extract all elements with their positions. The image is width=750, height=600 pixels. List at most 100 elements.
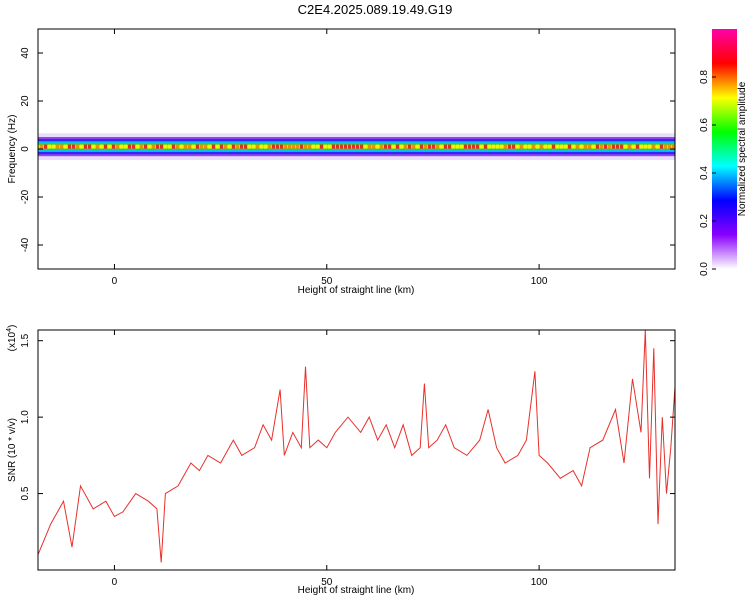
spectrogram-cell <box>72 144 75 149</box>
colorbar-tick-label: 0.4 <box>699 166 710 180</box>
spectrogram-cell <box>424 144 427 149</box>
spectrogram-cell <box>412 144 415 149</box>
spectrogram-cell <box>284 144 287 149</box>
spectrogram-cell <box>80 144 83 149</box>
spectrogram-cell <box>464 144 467 149</box>
spectrogram-cell <box>400 144 403 149</box>
spectrogram-cell <box>444 144 447 149</box>
spectrogram-cell <box>360 144 363 149</box>
spectrogram-cell <box>260 144 263 149</box>
spectrogram-cell <box>624 144 627 149</box>
spectrogram-cell <box>456 144 459 149</box>
spectrogram-cell <box>436 144 439 149</box>
spectrogram-cell <box>112 144 115 149</box>
colorbar-gradient <box>712 29 737 269</box>
snr-y-axis: 0.5 1.0 1.5 <box>20 333 675 501</box>
spectrogram-cell <box>224 144 227 149</box>
snr-series-line <box>38 330 675 563</box>
spectrogram-cell <box>344 144 347 149</box>
spectrogram-cell <box>532 144 535 149</box>
spectrogram-cell <box>588 144 591 149</box>
spectrogram-cell <box>380 144 383 149</box>
spectrogram-cell <box>208 144 211 149</box>
spectrogram-cell <box>40 144 43 149</box>
spectrogram-cell <box>188 144 191 149</box>
spectrogram-cell <box>460 144 463 149</box>
spectrogram-cell <box>280 144 283 149</box>
spectrogram-cell <box>652 144 655 149</box>
spectrogram-cell <box>392 144 395 149</box>
spectrogram-cell <box>168 144 171 149</box>
spectrogram-cell <box>300 144 303 149</box>
spectrogram-cell <box>520 144 523 149</box>
spectrogram-cell <box>584 144 587 149</box>
spectrogram-cell <box>336 144 339 149</box>
spectrogram-cell <box>664 144 667 149</box>
spectrogram-cell <box>292 144 295 149</box>
spectrogram-cell <box>580 144 583 149</box>
spectrogram-cell <box>488 144 491 149</box>
spectrogram-cell <box>96 144 99 149</box>
spectrogram-cell <box>228 144 231 149</box>
spectrogram-cell <box>668 144 671 149</box>
spectrogram-cell <box>608 144 611 149</box>
spectrogram-cell <box>160 144 163 149</box>
spectrogram-cell <box>524 144 527 149</box>
spectrogram-cell <box>68 144 71 149</box>
spectrogram-cell <box>88 144 91 149</box>
spectrogram-cell <box>516 144 519 149</box>
spectrogram-cell <box>144 144 147 149</box>
spectrogram-cell <box>372 144 375 149</box>
spectrogram-cell <box>172 144 175 149</box>
spectrogram-cell <box>200 144 203 149</box>
y-tick-label: -20 <box>20 189 31 204</box>
spectrogram-cell <box>440 144 443 149</box>
snr-x-label: Height of straight line (km) <box>298 585 415 596</box>
spectrogram-cell <box>500 144 503 149</box>
colorbar-tick-label: 0.2 <box>699 214 710 228</box>
spectrogram-cell <box>384 144 387 149</box>
spectrogram-cell <box>216 144 219 149</box>
spectrogram-cell <box>492 144 495 149</box>
y-tick-label: 1.0 <box>20 410 31 424</box>
spectrogram-cell <box>356 144 359 149</box>
spectrogram-panel: 0 50 100 -40 -20 0 20 40 Height of straight li… <box>7 28 676 296</box>
spectrogram-cell <box>64 144 67 149</box>
colorbar-label: Normalized spectral amplitude <box>737 81 748 216</box>
spectrogram-cell <box>120 144 123 149</box>
spectrogram-cell <box>640 144 643 149</box>
spectrogram-cell <box>612 144 615 149</box>
spectrogram-cell <box>312 144 315 149</box>
spectrogram-cell <box>472 144 475 149</box>
snr-panel: 0 50 100 0.5 1.0 1.5 Height of straight line… <box>6 325 676 596</box>
spectrogram-cell <box>568 144 571 149</box>
spectrogram-cell <box>272 144 275 149</box>
spectrogram-cell <box>620 144 623 149</box>
spectrogram-cell <box>136 144 139 149</box>
spectrogram-cell <box>288 144 291 149</box>
x-tick-label: 0 <box>112 276 118 287</box>
spectrogram-cell <box>100 144 103 149</box>
spectrogram-cell <box>368 144 371 149</box>
spectrogram-cell <box>104 144 107 149</box>
snr-y-label: SNR (10 * v/v) <box>7 418 18 482</box>
spectrogram-cell <box>600 144 603 149</box>
spectrogram-cell <box>528 144 531 149</box>
y-tick-label: 40 <box>20 47 31 59</box>
spectrogram-cell <box>572 144 575 149</box>
spectrogram-cell <box>420 144 423 149</box>
spectrogram-cell <box>128 144 131 149</box>
x-tick-label: 100 <box>531 577 548 588</box>
spectrogram-cell <box>480 144 483 149</box>
x-tick-label: 0 <box>112 577 118 588</box>
spectrogram-cell <box>152 144 155 149</box>
spectrogram-cell <box>596 144 599 149</box>
spectrogram-cell <box>320 144 323 149</box>
spectrogram-cell <box>236 144 239 149</box>
y-tick-label: 0 <box>20 146 31 152</box>
spectrogram-cell <box>376 144 379 149</box>
spectrogram-cell <box>264 144 267 149</box>
spectrogram-cell <box>204 144 207 149</box>
spectrogram-cell <box>644 144 647 149</box>
spectrogram-cell <box>540 144 543 149</box>
